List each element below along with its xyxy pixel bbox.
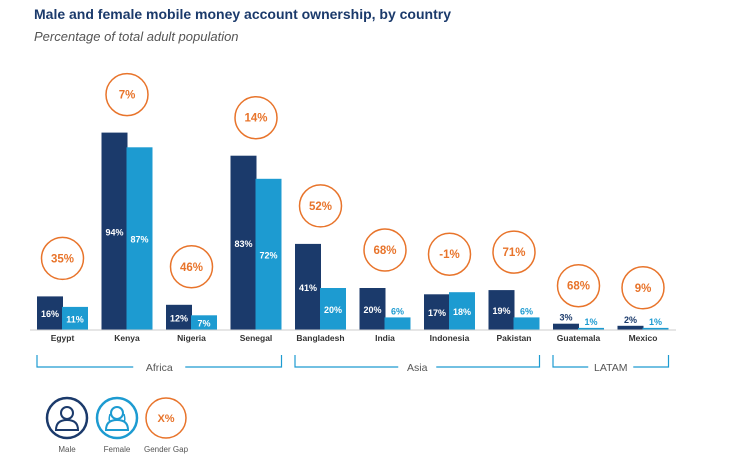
gender-gap-label-egypt: 35%: [51, 253, 74, 265]
male-value-label-india: 20%: [363, 305, 381, 315]
female-value-label-senegal: 72%: [259, 250, 277, 260]
gender-gap-circle-mexico: [621, 266, 665, 310]
male-value-label-guatemala: 3%: [559, 313, 572, 323]
legend-label-male: Male: [58, 445, 76, 454]
male-bar-kenya: [101, 132, 128, 330]
gender-gap-circle-egypt: [40, 236, 85, 281]
male-value-label-egypt: 16%: [41, 309, 59, 319]
male-bar-india: [359, 288, 386, 330]
gender-gap-circle-nigeria: [169, 245, 214, 289]
gender-gap-label-bangladesh: 52%: [309, 201, 332, 213]
male-bar-pakistan: [488, 290, 515, 330]
female-value-label-kenya: 87%: [130, 235, 148, 245]
female-bar-pakistan: [513, 317, 540, 330]
region-label-latam: LATAM: [594, 362, 627, 374]
female-bar-nigeria: [191, 315, 217, 330]
chart-title: Male and female mobile money account own…: [34, 6, 451, 22]
region-label-bg-asia: [398, 361, 437, 373]
female-value-label-india: 6%: [391, 306, 404, 316]
male-bar-nigeria: [166, 304, 192, 330]
male-bar-senegal: [230, 155, 257, 330]
male-value-label-kenya: 94%: [105, 227, 123, 237]
male-value-label-indonesia: 17%: [428, 308, 446, 318]
gap-circle-icon: [145, 397, 187, 439]
female-value-label-egypt: 11%: [66, 314, 84, 324]
region-label-bg-latam: [588, 361, 634, 373]
male-bar-egypt: [37, 296, 63, 330]
gender-gap-label-nigeria: 46%: [180, 262, 203, 274]
male-value-label-bangladesh: 41%: [299, 283, 317, 293]
gender-gap-label-indonesia: -1%: [439, 249, 459, 261]
gender-gap-label-india: 68%: [373, 245, 396, 257]
gender-gap-label-kenya: 7%: [119, 90, 136, 102]
female-value-label-nigeria: 7%: [197, 319, 210, 329]
category-label-bangladesh: Bangladesh: [296, 333, 344, 343]
category-label-egypt: Egypt: [51, 333, 75, 343]
female-bar-mexico: [642, 327, 669, 330]
category-label-nigeria: Nigeria: [177, 333, 206, 343]
gender-gap-circle-india: [363, 228, 407, 272]
male-value-label-pakistan: 19%: [492, 306, 510, 316]
female-value-label-bangladesh: 20%: [324, 305, 342, 315]
male-value-label-nigeria: 12%: [170, 313, 188, 323]
region-label-bg-africa: [133, 361, 186, 373]
region-label-africa: Africa: [146, 362, 173, 374]
category-label-guatemala: Guatemala: [557, 333, 601, 343]
female-value-label-guatemala: 1%: [584, 317, 597, 327]
male-bar-guatemala: [553, 323, 579, 330]
male-value-label-mexico: 2%: [624, 315, 637, 325]
gender-gap-circle-senegal: [234, 95, 278, 140]
category-label-indonesia: Indonesia: [430, 333, 470, 343]
category-label-pakistan: Pakistan: [497, 333, 532, 343]
female-bar-kenya: [126, 147, 153, 330]
region-label-asia: Asia: [407, 362, 428, 374]
female-bar-senegal: [255, 178, 282, 330]
legend-label-female: Female: [104, 445, 131, 454]
female-value-label-mexico: 1%: [649, 317, 662, 327]
gender-gap-circle-kenya: [105, 72, 149, 117]
male-bar-indonesia: [424, 294, 450, 330]
male-person-body-icon: [54, 418, 80, 431]
female-value-label-indonesia: 18%: [453, 307, 471, 317]
gender-gap-label-pakistan: 71%: [502, 247, 525, 259]
female-bar-india: [384, 317, 411, 330]
gender-gap-circle-bangladesh: [298, 184, 343, 228]
legend-label-gender-gap: Gender Gap: [144, 445, 189, 454]
gender-gap-label-mexico: 9%: [635, 283, 652, 295]
gender-gap-circle-indonesia: [427, 232, 472, 276]
chart-subtitle: Percentage of total adult population: [34, 29, 239, 44]
male-bar-bangladesh: [295, 243, 321, 330]
category-label-mexico: Mexico: [629, 333, 658, 343]
gender-gap-label-senegal: 14%: [244, 113, 267, 125]
legend-gap-symbol: X%: [157, 413, 174, 425]
male-bar-mexico: [617, 325, 644, 330]
female-bar-guatemala: [578, 327, 604, 330]
category-label-kenya: Kenya: [114, 333, 140, 343]
male-value-label-senegal: 83%: [234, 239, 252, 249]
category-label-senegal: Senegal: [240, 333, 273, 343]
female-bar-egypt: [62, 306, 88, 330]
female-bar-indonesia: [449, 292, 475, 330]
gender-gap-circle-pakistan: [492, 230, 536, 274]
female-bar-bangladesh: [320, 288, 346, 330]
female-value-label-pakistan: 6%: [520, 306, 533, 316]
category-label-india: India: [375, 333, 395, 343]
female-person-body-icon: [104, 418, 130, 431]
gender-gap-label-guatemala: 68%: [567, 281, 590, 293]
gender-gap-circle-guatemala: [556, 263, 601, 308]
